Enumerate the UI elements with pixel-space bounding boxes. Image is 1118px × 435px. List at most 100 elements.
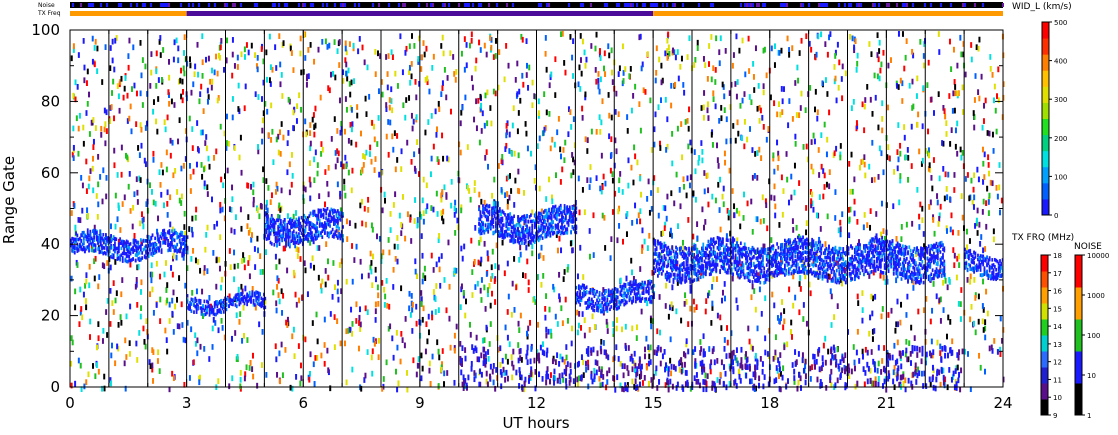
data-cell bbox=[766, 225, 769, 232]
data-cell bbox=[493, 278, 496, 285]
data-cell bbox=[83, 383, 86, 390]
data-cell bbox=[870, 177, 873, 183]
data-cell bbox=[932, 157, 935, 163]
data-cell bbox=[453, 267, 456, 274]
data-cell bbox=[631, 325, 634, 332]
data-cell bbox=[168, 318, 171, 324]
data-cell bbox=[998, 184, 1001, 191]
data-cell bbox=[534, 299, 537, 305]
data-cell bbox=[379, 53, 382, 59]
data-cell bbox=[113, 115, 116, 122]
data-cell bbox=[197, 71, 200, 78]
data-cell bbox=[454, 76, 457, 83]
data-cell bbox=[754, 370, 757, 377]
data-cell bbox=[762, 383, 765, 390]
data-cell bbox=[633, 144, 636, 151]
data-cell bbox=[666, 37, 669, 44]
data-cell bbox=[887, 144, 890, 150]
data-cell bbox=[326, 258, 329, 265]
data-cell bbox=[864, 97, 867, 103]
data-cell bbox=[773, 183, 776, 190]
data-cell bbox=[189, 173, 192, 180]
data-cell bbox=[156, 235, 159, 240]
data-cell bbox=[203, 180, 206, 187]
data-cell bbox=[934, 385, 937, 392]
data-cell bbox=[837, 84, 840, 91]
data-cell bbox=[754, 151, 757, 157]
data-cell bbox=[897, 156, 900, 163]
data-cell bbox=[461, 345, 464, 352]
data-cell bbox=[287, 233, 290, 238]
data-cell bbox=[850, 151, 853, 158]
data-cell bbox=[168, 229, 171, 233]
data-cell bbox=[231, 196, 234, 203]
data-cell bbox=[957, 377, 960, 384]
data-cell bbox=[473, 180, 476, 186]
noise-bar-sample bbox=[322, 3, 324, 7]
data-cell bbox=[494, 263, 497, 269]
data-cell bbox=[381, 385, 384, 392]
noise-bar-sample bbox=[858, 3, 860, 7]
noise-bar-sample bbox=[80, 3, 82, 7]
data-cell bbox=[592, 212, 595, 219]
data-cell bbox=[234, 294, 237, 298]
data-cell bbox=[90, 119, 93, 126]
data-cell bbox=[429, 171, 432, 178]
data-cell bbox=[866, 361, 869, 368]
data-cell bbox=[861, 348, 864, 355]
data-cell bbox=[743, 143, 746, 150]
data-cell bbox=[492, 88, 495, 95]
data-cell bbox=[133, 191, 136, 198]
data-cell bbox=[79, 362, 82, 369]
data-cell bbox=[996, 349, 999, 355]
data-cell bbox=[254, 52, 257, 58]
data-cell bbox=[238, 294, 241, 299]
data-cell bbox=[470, 360, 473, 367]
data-cell bbox=[955, 365, 958, 372]
data-cell bbox=[92, 238, 94, 242]
data-cell bbox=[674, 365, 677, 372]
data-cell bbox=[72, 237, 75, 241]
noise-bar-sample bbox=[226, 3, 228, 7]
data-cell bbox=[530, 366, 533, 373]
data-cell bbox=[336, 48, 339, 55]
data-cell bbox=[858, 164, 861, 171]
data-cell bbox=[85, 235, 88, 239]
data-cell bbox=[748, 338, 751, 345]
data-cell bbox=[277, 231, 280, 236]
data-cell bbox=[408, 95, 411, 101]
noise-bar-sample bbox=[1002, 3, 1004, 7]
data-cell bbox=[802, 302, 805, 308]
data-cell bbox=[932, 110, 935, 116]
data-cell bbox=[81, 230, 84, 235]
data-cell bbox=[440, 43, 443, 49]
data-cell bbox=[507, 174, 510, 181]
data-cell bbox=[283, 223, 286, 227]
data-cell bbox=[838, 59, 841, 66]
data-cell bbox=[572, 169, 575, 175]
data-cell bbox=[759, 356, 762, 362]
data-cell bbox=[275, 264, 278, 270]
data-cell bbox=[440, 253, 443, 259]
data-cell bbox=[326, 180, 329, 187]
data-cell bbox=[184, 337, 187, 344]
data-cell bbox=[974, 223, 977, 229]
data-cell bbox=[716, 142, 719, 149]
data-cell bbox=[151, 366, 154, 373]
data-cell bbox=[492, 363, 495, 369]
data-cell bbox=[411, 33, 414, 39]
data-cell bbox=[582, 372, 585, 378]
data-cell bbox=[385, 359, 388, 366]
data-cell bbox=[687, 321, 690, 327]
data-cell bbox=[903, 65, 906, 72]
data-cell bbox=[477, 259, 480, 266]
data-cell bbox=[725, 138, 728, 145]
data-cell bbox=[851, 188, 854, 195]
data-cell bbox=[974, 292, 977, 298]
data-cell bbox=[421, 278, 424, 285]
data-cell bbox=[900, 374, 903, 381]
data-cell bbox=[991, 180, 994, 187]
data-cell bbox=[422, 210, 425, 217]
data-cell bbox=[238, 154, 241, 161]
data-cell bbox=[649, 97, 652, 104]
